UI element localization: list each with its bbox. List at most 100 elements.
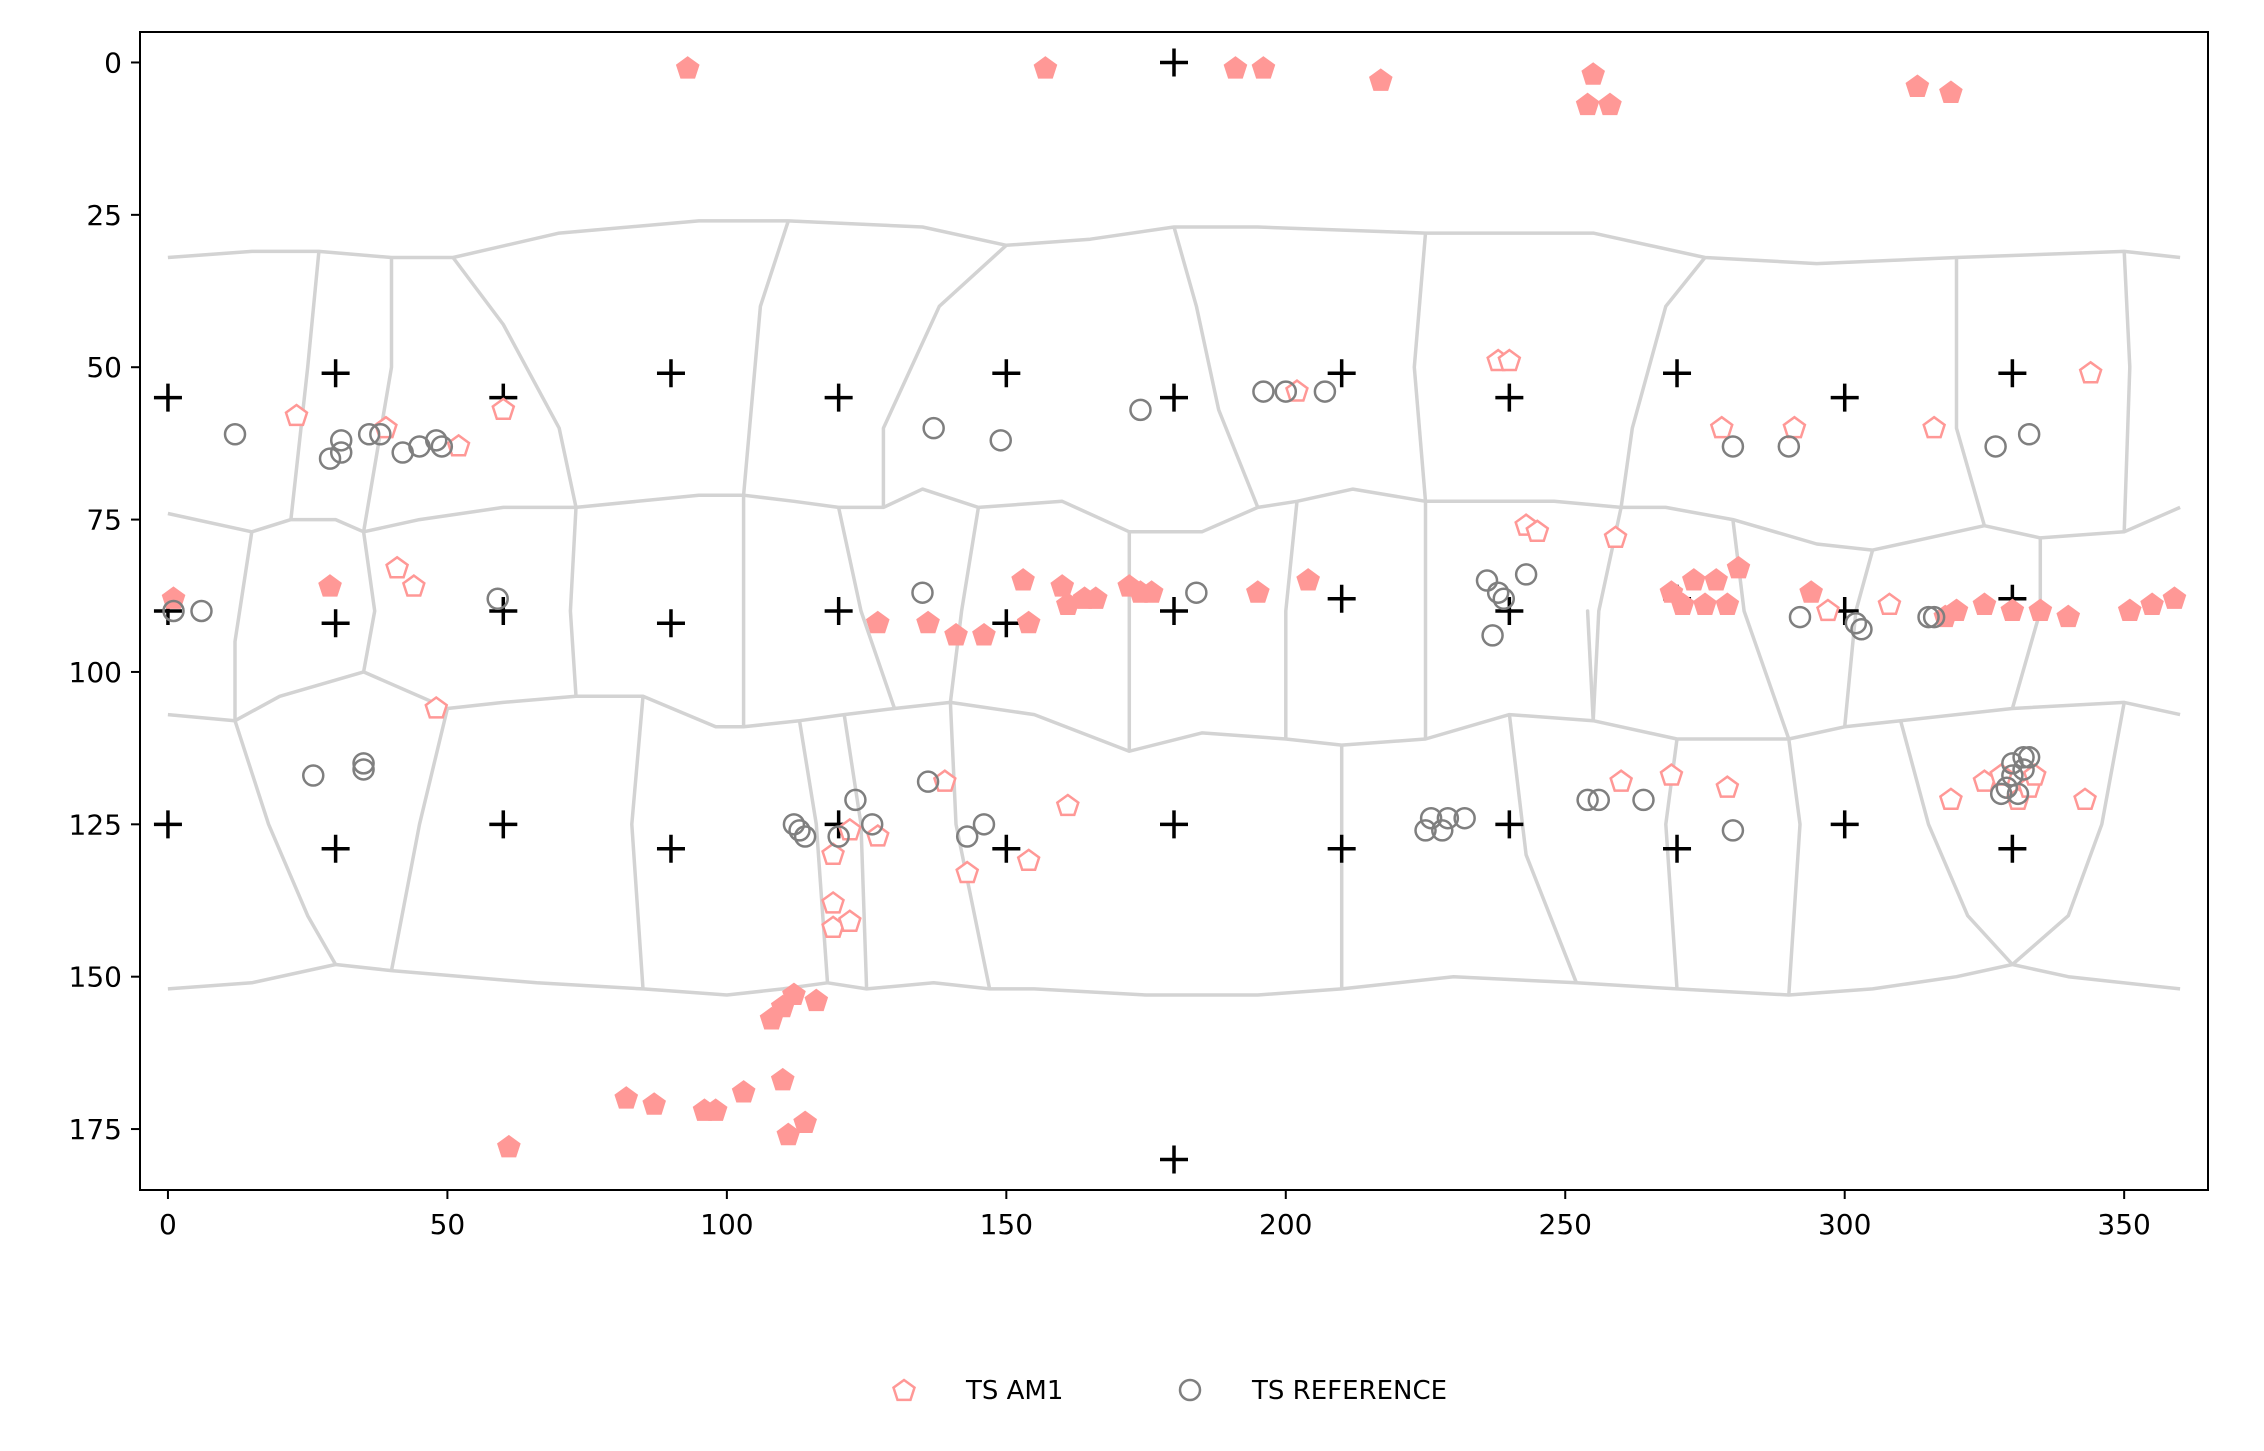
reference-point (1414, 819, 1437, 842)
reference-point (2012, 746, 2035, 769)
cell-edge (1954, 257, 1987, 527)
x-tick-label: 150 (980, 1208, 1033, 1241)
cell-centers (153, 48, 2027, 1174)
am1-point-filled (804, 988, 829, 1012)
center-marker (489, 597, 518, 625)
cell-edge (289, 251, 321, 520)
reference-point (1721, 435, 1745, 458)
cell-edge (167, 219, 2181, 266)
am1-point-filled (642, 1092, 666, 1115)
am1-point-filled (1016, 610, 1041, 634)
am1-point-filled (1139, 580, 1164, 603)
center-marker (992, 834, 1021, 863)
am1-point (401, 574, 426, 597)
am1-point-filled (1246, 580, 1270, 603)
am1-point-filled (1598, 92, 1622, 116)
cell-edge (836, 507, 897, 710)
data-points (161, 56, 2187, 1158)
am1-point (284, 403, 309, 427)
cell-edge (630, 696, 645, 990)
am1-point-filled (675, 56, 700, 79)
reference-point (844, 788, 867, 812)
am1-point-filled (2140, 592, 2164, 615)
am1-point (1659, 763, 1684, 786)
cell-edge (2011, 702, 2126, 966)
am1-point (2073, 787, 2097, 811)
am1-point (1709, 415, 1734, 439)
reference-point (1274, 380, 1298, 403)
am1-point-filled (1972, 592, 1997, 615)
x-axis: 0 50 100 150 200 250 300 350 (159, 1190, 2151, 1241)
am1-point-filled (497, 1134, 521, 1158)
reference-point (911, 581, 934, 604)
cell-edge (948, 507, 981, 703)
cell-edge (1507, 714, 1579, 984)
am1-point-filled (703, 1098, 728, 1121)
reference-point (1922, 605, 1946, 629)
am1-point (821, 842, 845, 865)
center-marker (1663, 834, 1692, 863)
reference-point (1576, 788, 1599, 812)
reference-point (2006, 782, 2030, 806)
reference-point (2017, 423, 2041, 446)
center-marker (1160, 1145, 1188, 1174)
reference-point (2001, 752, 2024, 775)
reference-point (1844, 611, 1868, 635)
am1-point (2022, 763, 2047, 786)
reference-point (357, 423, 381, 446)
center-marker (1830, 810, 1859, 839)
reference-point (1721, 819, 1745, 842)
center-marker (992, 609, 1021, 638)
legend-label-reference: TS REFERENCE (1251, 1376, 1447, 1406)
y-tick-label: 125 (69, 808, 122, 841)
am1-point (837, 909, 862, 932)
cell-edge (1284, 501, 1299, 739)
reference-point (782, 813, 806, 836)
cell-edge (2122, 251, 2132, 532)
am1-point (2078, 360, 2103, 384)
cell-edge (361, 257, 394, 533)
cell-edge (233, 531, 254, 721)
reference-point (1486, 581, 1510, 604)
center-marker (1663, 359, 1692, 388)
am1-point (1497, 348, 1522, 372)
cell-edge (1898, 720, 2014, 966)
cell-edge (451, 256, 578, 508)
cell-edge (361, 531, 377, 673)
cell-edge (167, 670, 2181, 753)
am1-point (1816, 598, 1840, 622)
am1-point (1938, 787, 1963, 811)
center-marker (153, 383, 182, 412)
am1-point-filled (1799, 580, 1823, 603)
am1-point (865, 823, 890, 847)
reference-point (1514, 563, 1538, 586)
reference-point (1475, 569, 1499, 592)
am1-point-filled (1726, 555, 1751, 579)
reference-point (352, 758, 375, 781)
x-tick-label: 0 (159, 1208, 177, 1241)
am1-point (1922, 415, 1947, 439)
reference-point (788, 819, 811, 842)
reference-point (318, 447, 342, 470)
y-tick-label: 175 (69, 1113, 122, 1146)
center-marker (656, 834, 685, 863)
y-tick-label: 100 (69, 656, 122, 689)
am1-point-filled (759, 1006, 784, 1030)
reference-point (369, 423, 392, 446)
cell-edge (1585, 609, 1595, 721)
center-marker (1495, 810, 1524, 839)
x-tick-label: 100 (700, 1208, 753, 1241)
x-tick-label: 350 (2097, 1208, 2150, 1241)
am1-point (1603, 525, 1628, 549)
am1-point (955, 860, 980, 884)
reference-point (329, 429, 353, 452)
am1-point-filled (1251, 56, 1276, 79)
am1-point (1609, 769, 1634, 792)
am1-point-filled (1939, 80, 1963, 104)
reference-point (1481, 624, 1504, 647)
am1-point-filled (614, 1086, 639, 1109)
am1-point-filled (1011, 568, 1035, 591)
y-tick-label: 50 (86, 351, 122, 384)
reference-point (1989, 782, 2013, 806)
